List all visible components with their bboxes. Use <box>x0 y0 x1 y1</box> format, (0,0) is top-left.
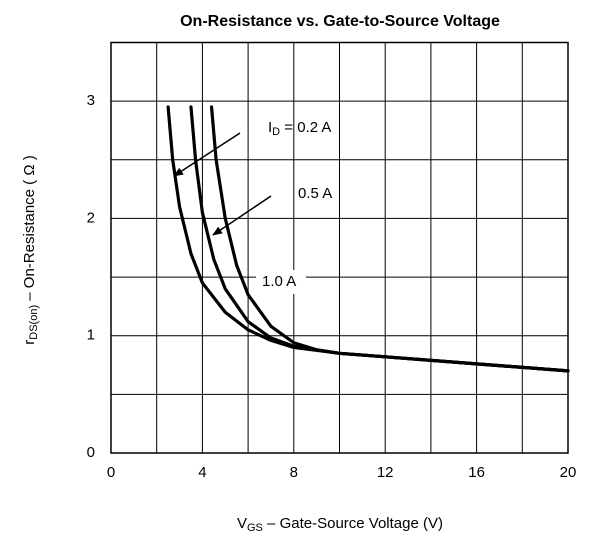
arrow <box>212 195 272 236</box>
y-label-part: r <box>21 340 38 345</box>
annotation-sub: D <box>272 126 280 138</box>
x-label-sub: GS <box>247 522 263 534</box>
series-label: 0.2 A <box>297 119 331 136</box>
y-tick-label: 2 <box>87 209 95 226</box>
y-tick-label: 1 <box>87 327 95 344</box>
curve <box>209 105 570 373</box>
x-tick-label: 12 <box>377 464 394 481</box>
plot-frame <box>110 41 569 454</box>
grid <box>111 42 568 453</box>
annotation-part: = <box>280 119 297 136</box>
y-label-part: – On-Resistance ( Ω ) <box>21 155 38 305</box>
chart-title: On-Resistance vs. Gate-to-Source Voltage <box>180 13 500 30</box>
y-axis-label: rDS(on) – On-Resistance ( Ω ) <box>21 155 40 344</box>
x-tick-label: 4 <box>198 464 206 481</box>
x-tick-label: 16 <box>468 464 485 481</box>
y-label-sub: DS(on) <box>28 305 40 340</box>
x-tick-label: 8 <box>290 464 298 481</box>
annotation: ID = 0.2 A <box>268 119 331 138</box>
x-axis-label: VGS – Gate-Source Voltage (V) <box>237 515 443 534</box>
series-label: 1.0 A <box>262 273 296 290</box>
x-tick-label: 20 <box>560 464 577 481</box>
annotation-part: I <box>268 119 272 136</box>
x-tick-label: 0 <box>107 464 115 481</box>
y-tick-label: 0 <box>87 444 95 461</box>
x-label-part: V <box>237 515 247 532</box>
curve <box>166 105 570 373</box>
curves <box>166 105 570 373</box>
series-label: 0.5 A <box>298 185 332 202</box>
annotations: ID = 0.2 A 0.5 A 1.0 A <box>173 119 332 294</box>
x-label-part: – Gate-Source Voltage (V) <box>263 515 443 532</box>
label-bg <box>256 270 306 294</box>
y-tick-label: 3 <box>87 92 95 109</box>
arrow <box>173 132 241 177</box>
